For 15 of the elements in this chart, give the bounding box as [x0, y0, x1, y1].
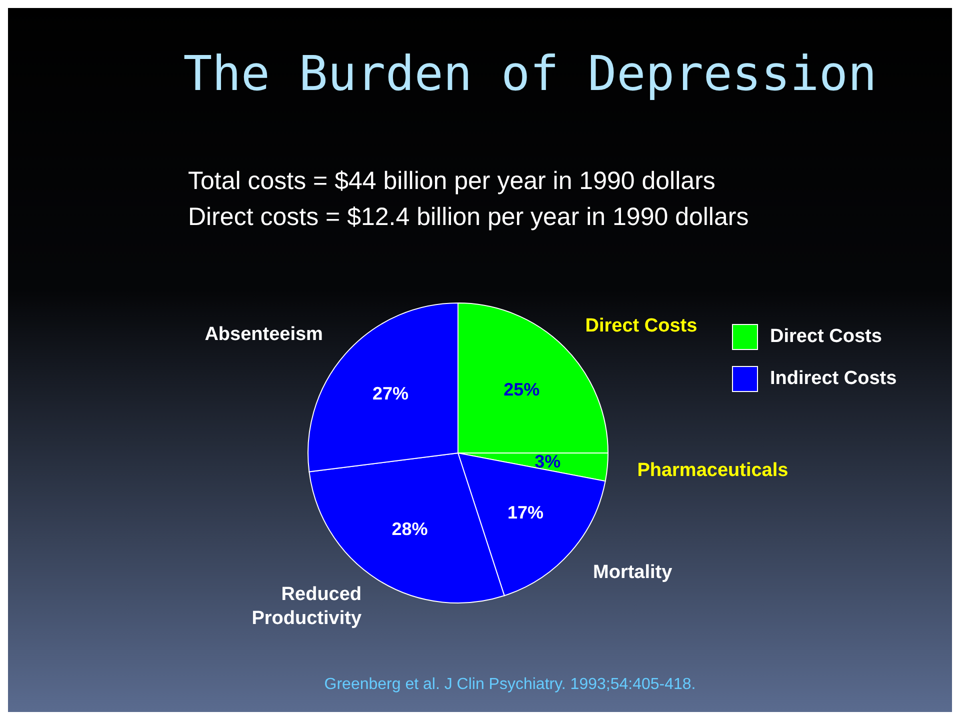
data-label: 3% [534, 451, 561, 472]
slice-label: Mortality [593, 562, 673, 583]
slice-label: Reduced Productivity [252, 583, 362, 628]
text: Indirect Costs [770, 368, 897, 390]
data-label: 28% [392, 518, 428, 539]
data-label: 17% [507, 502, 544, 523]
chart-subtitle: Total costs = $44 billion per year in 1990 dollars Direct costs = $12.4 billion per year in 1990 dollars [188, 166, 749, 233]
slice-label: Pharmaceuticals [637, 459, 788, 480]
data-label: 27% [372, 383, 409, 404]
text: Greenberg et al. J Clin Psychiatry. 1993;54:405-418. [323, 676, 697, 694]
legend-label: Direct Costs [585, 315, 698, 336]
data-label: 25% [504, 379, 540, 400]
text: Direct Costs [770, 326, 882, 348]
slice-label: Absenteeism [204, 323, 323, 344]
chart-title: The Burden of Depression [182, 46, 878, 102]
